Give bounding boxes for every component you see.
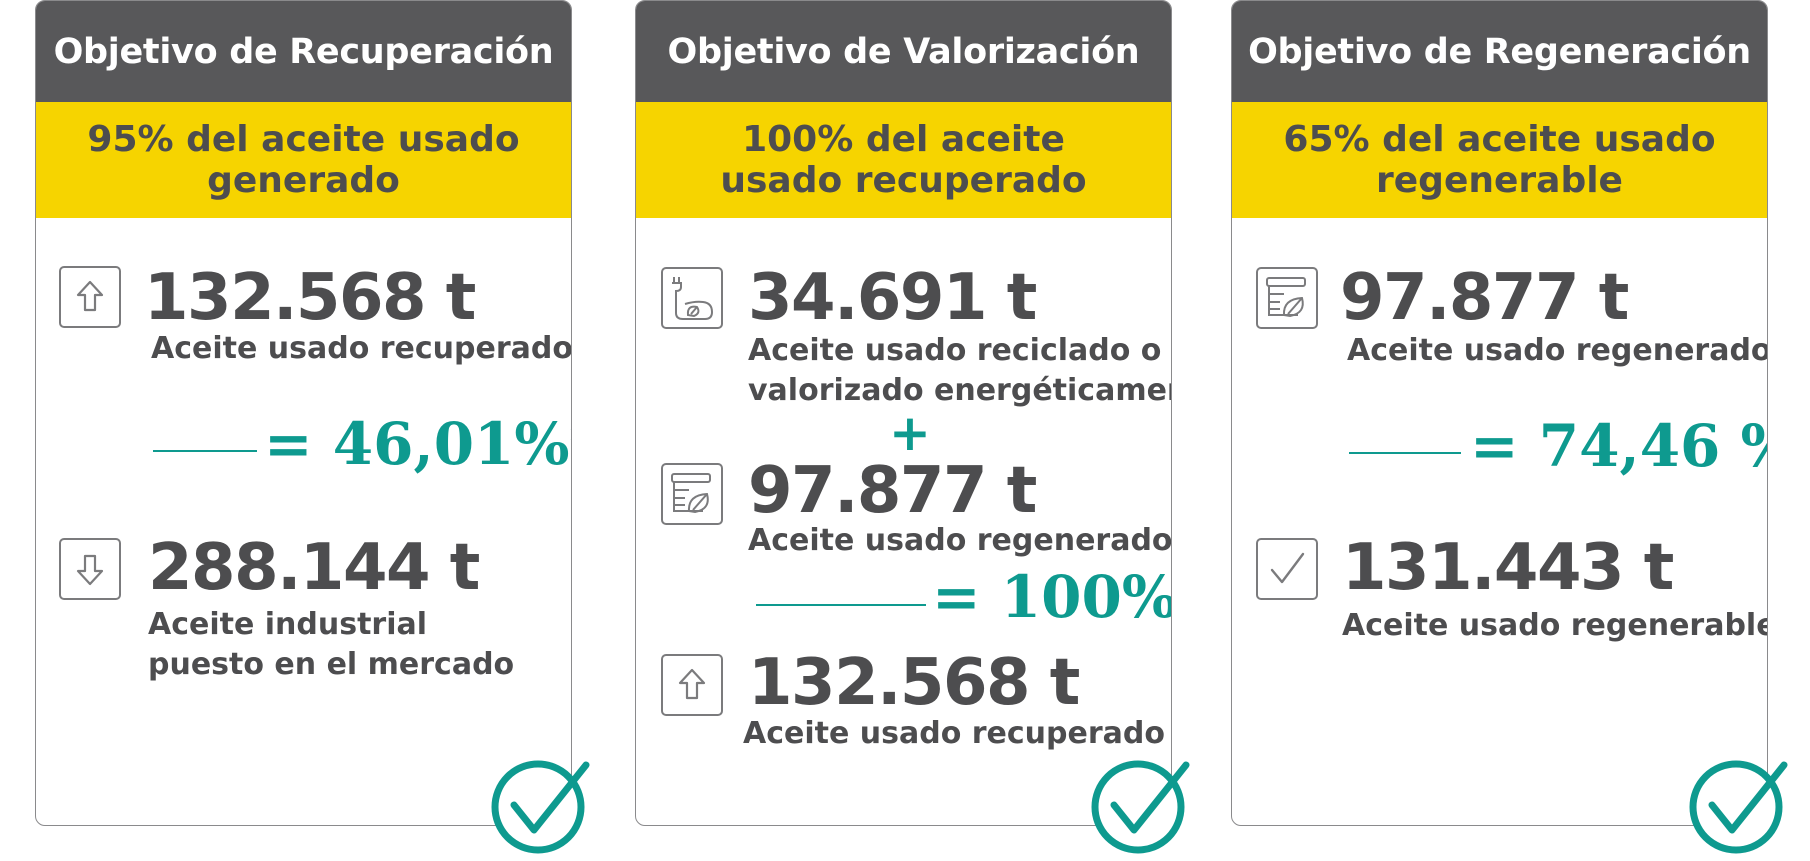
checkmark-circle-icon [1090, 755, 1190, 855]
market-label-2: puesto en el mercado [148, 647, 515, 682]
card-recuperacion: Objetivo de Recuperación 95% del aceite … [35, 0, 572, 826]
card-title: Objetivo de Recuperación [36, 1, 571, 102]
ratio-value: = 100% [932, 563, 1172, 631]
fraction-line [1349, 452, 1461, 454]
ratio-value: = 46,01%* [264, 410, 572, 478]
regenerated-value: 97.877 t [748, 454, 1037, 528]
card-valorizacion: Objetivo de Valorización 100% del aceite… [635, 0, 1172, 826]
arrow-up-icon [59, 266, 121, 328]
checkmark-circle-icon [1688, 755, 1788, 855]
recovered-value: 132.568 t [144, 261, 476, 335]
fraction-line [756, 604, 926, 606]
regenerated-barrel-icon [661, 463, 723, 525]
checkbox-check-icon [1256, 538, 1318, 600]
arrow-down-icon [59, 538, 121, 600]
energy-recycle-icon [661, 267, 723, 329]
valorized-value: 34.691 t [748, 261, 1037, 335]
regenerated-label: Aceite usado regenerado [1347, 333, 1768, 368]
checkmark-circle-icon [490, 755, 590, 855]
card-regeneracion: Objetivo de Regeneración 65% del aceite … [1231, 0, 1768, 826]
market-label-1: Aceite industrial [148, 607, 428, 642]
regenerated-barrel-icon [1256, 267, 1318, 329]
valorized-label-2: valorizado energéticamente [748, 373, 1171, 408]
fraction-line [153, 450, 257, 452]
card-title: Objetivo de Valorización [636, 1, 1171, 102]
regenerable-value: 131.443 t [1342, 531, 1674, 605]
regenerated-value: 97.877 t [1340, 261, 1629, 335]
card-target: 100% del aceite usado recuperado [636, 102, 1171, 218]
recovered-label: Aceite usado recuperado [151, 331, 572, 366]
regenerable-label: Aceite usado regenerable [1342, 608, 1768, 643]
regenerated-label: Aceite usado regenerado [748, 523, 1172, 558]
recovered-value: 132.568 t [748, 646, 1080, 720]
card-target: 65% del aceite usado regenerable [1232, 102, 1767, 218]
card-target: 95% del aceite usado generado [36, 102, 571, 218]
card-title: Objetivo de Regeneración [1232, 1, 1767, 102]
recovered-label: Aceite usado recuperado [743, 716, 1165, 751]
ratio-value: = 74,46 % [1470, 412, 1768, 480]
plus-operator: + [889, 404, 931, 462]
arrow-up-icon [661, 654, 723, 716]
valorized-label-1: Aceite usado reciclado o [748, 333, 1162, 368]
market-value: 288.144 t [148, 531, 480, 605]
